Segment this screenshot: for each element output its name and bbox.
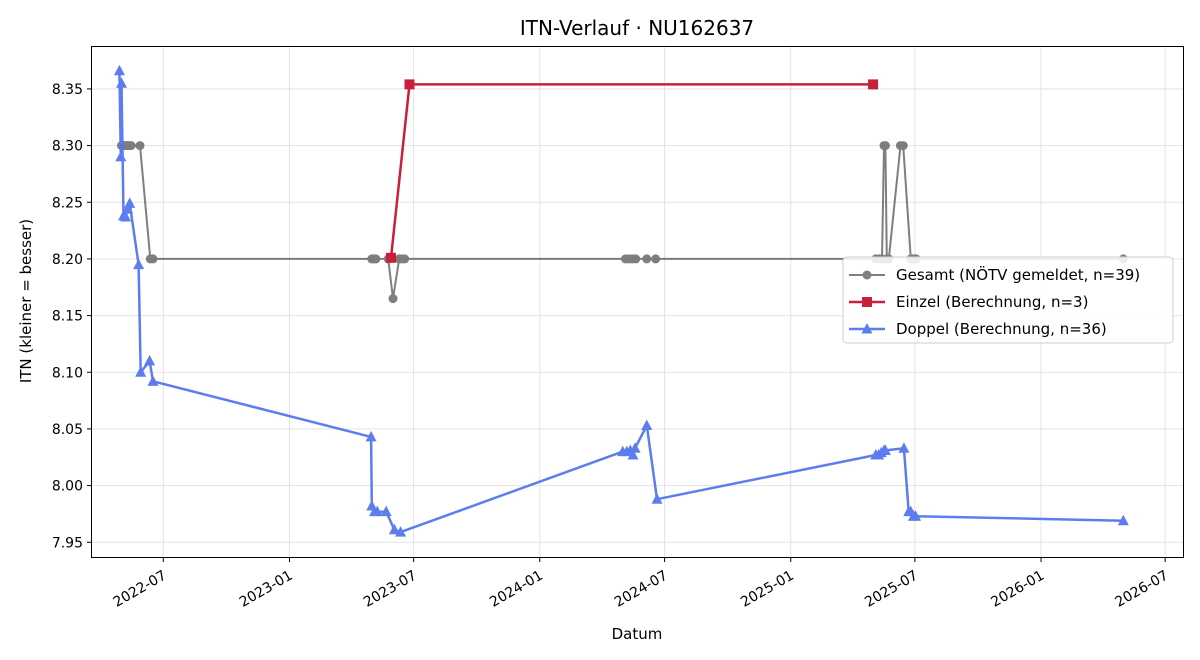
series-doppel-point <box>120 211 132 222</box>
y-tick-label: 7.95 <box>52 535 83 551</box>
legend: Gesamt (NÖTV gemeldet, n=39) Einzel (Bere… <box>842 256 1174 344</box>
series-gesamt-point <box>880 141 890 151</box>
series-einzel-point <box>868 79 879 90</box>
series-gesamt-point <box>371 254 381 264</box>
series-doppel-point <box>365 430 377 442</box>
series-gesamt-point <box>135 141 145 151</box>
y-tick-label: 8.25 <box>52 195 83 211</box>
series-gesamt-point <box>126 141 136 151</box>
legend-box <box>842 256 1174 344</box>
series-einzel-point <box>404 79 415 90</box>
legend-label: Einzel (Berechnung, n=3) <box>896 293 1088 311</box>
series-gesamt-point <box>388 294 398 304</box>
series-einzel-point <box>385 252 396 263</box>
series-doppel-point <box>651 493 663 504</box>
series-doppel-point <box>629 442 641 453</box>
legend-item-einzel <box>849 297 885 307</box>
series-doppel-point <box>122 203 134 214</box>
series-doppel-point <box>115 77 127 88</box>
series-gesamt-point <box>631 254 641 264</box>
legend-label: Doppel (Berechnung, n=36) <box>896 320 1107 338</box>
series-gesamt-point <box>651 254 661 264</box>
series-doppel-point <box>898 442 910 453</box>
y-tick-label: 8.20 <box>52 252 83 268</box>
y-tick-label: 8.05 <box>52 422 83 438</box>
series-doppel-point <box>147 375 159 386</box>
series-doppel <box>113 64 1129 537</box>
series-gesamt-point <box>148 254 158 264</box>
series-doppel-point <box>135 366 147 377</box>
series-doppel-point <box>133 258 145 270</box>
series-doppel-point <box>641 419 653 431</box>
x-axis-label: Datum <box>612 625 663 643</box>
series-doppel-point <box>124 197 136 208</box>
legend-label: Gesamt (NÖTV gemeldet, n=39) <box>896 265 1140 284</box>
series-doppel-point <box>627 449 639 460</box>
series-doppel-point <box>1117 514 1129 526</box>
series-doppel-point <box>395 526 407 537</box>
legend-item-doppel <box>849 323 885 334</box>
legend-marker <box>862 297 872 307</box>
series-doppel-point <box>388 523 400 535</box>
y-axis-label: ITN (kleiner = besser) <box>17 219 35 383</box>
series-doppel-point <box>144 354 156 366</box>
series-gesamt-point <box>898 141 908 151</box>
series-gesamt-point <box>642 254 652 264</box>
y-tick-label: 8.00 <box>52 479 83 495</box>
y-tick-label: 8.35 <box>52 82 83 98</box>
y-tick-label: 8.10 <box>52 365 83 381</box>
series-doppel-point <box>113 64 125 76</box>
y-tick-label: 8.15 <box>52 309 83 325</box>
chart-title: ITN-Verlauf · NU162637 <box>520 16 754 40</box>
series-gesamt-point <box>400 254 410 264</box>
y-tick-label: 8.30 <box>52 139 83 155</box>
grid <box>92 47 1183 557</box>
series-doppel-point <box>380 505 392 517</box>
series-doppel-point <box>879 444 891 455</box>
legend-marker <box>862 270 872 280</box>
legend-marker <box>861 323 873 334</box>
legend-item-gesamt <box>849 270 885 280</box>
series-doppel-point <box>910 510 922 521</box>
series-doppel-point <box>115 150 127 162</box>
series-doppel-point <box>371 505 383 517</box>
plot-frame <box>91 46 1184 558</box>
series-einzel <box>385 79 879 263</box>
